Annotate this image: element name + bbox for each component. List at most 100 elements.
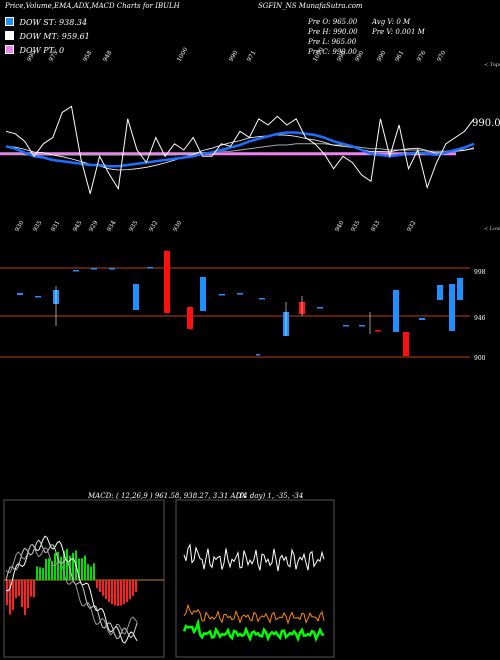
minus-di-line: [182, 618, 325, 643]
macd-title: MACD:: [88, 492, 114, 500]
bottom-value-label: 930: [172, 219, 184, 233]
plus-di-line: [183, 603, 325, 625]
top-value-label: 990: [376, 49, 388, 63]
macd-histogram-bar: [18, 580, 20, 597]
legend-swatch-st: [5, 17, 14, 26]
top-value-label: 1020: [312, 46, 326, 63]
macd-histogram-bar: [39, 567, 41, 580]
macd-histogram-bar: [105, 580, 107, 600]
macd-histogram-bar: [126, 580, 128, 603]
candle: [91, 268, 97, 270]
top-value-label: 958: [82, 49, 94, 63]
macd-histogram-bar: [114, 580, 116, 606]
candle-axis-label: 900: [474, 355, 486, 362]
top-value-label: 990: [228, 49, 240, 63]
macd-histogram-bar: [57, 551, 59, 580]
top-value-label: 976: [416, 49, 428, 63]
info-avg-volume: Avg V: 0 M: [372, 18, 411, 26]
candle: [449, 284, 455, 331]
candle: [393, 290, 399, 332]
chart-symbol: SGFIN_NS MunafaSutra.com: [258, 2, 363, 10]
legend-dow-st: DOW ST: 938.34: [5, 17, 87, 29]
bottom-value-label: 932: [406, 219, 418, 233]
macd-histogram-bar: [123, 580, 125, 605]
macd-histogram-bar: [93, 563, 95, 580]
candle: [259, 298, 265, 300]
macd-histogram-bar: [9, 580, 11, 615]
macd-histogram-bar: [45, 558, 47, 580]
bottom-value-label: 935: [128, 219, 140, 233]
top-value-label: 970: [436, 49, 448, 63]
legend-label-mt: DOW MT: 959.61: [19, 32, 90, 41]
macd-histogram-bar: [42, 568, 44, 580]
info-prev-close: Pre C: 990.00: [308, 48, 357, 56]
macd-histogram-bar: [78, 558, 80, 580]
macd-histogram-bar: [6, 580, 8, 605]
macd-histogram-bar: [12, 580, 14, 611]
macd-histogram-bar: [24, 580, 26, 615]
symbol-text: SGFIN_NS: [258, 2, 297, 10]
candle: [237, 293, 243, 295]
macd-extra-line: [5, 544, 138, 636]
info-prev-low: Pre L: 965.00: [308, 38, 357, 46]
legend-dow-pt: DOW PT: 0: [5, 45, 64, 57]
candle: [17, 293, 23, 295]
macd-histogram-bar: [90, 566, 92, 580]
candle: [403, 332, 409, 356]
adx-values: (14 day) 1, -35, -34: [236, 492, 304, 500]
top-value-label: 1000: [176, 46, 190, 63]
bottom-value-label: 929: [88, 219, 100, 233]
macd-values: ( 12,26,9 ) 961.58, 938.27, 3.31 ADX: [116, 492, 247, 500]
price-line: [5, 105, 475, 194]
info-prev-volume: Pre V: 0.001 M: [372, 28, 425, 36]
top-value-label: 948: [102, 49, 114, 63]
macd-histogram-bar: [132, 580, 134, 596]
info-prev-high: Pre H: 990.00: [308, 28, 358, 36]
legend-dow-mt: DOW MT: 959.61: [5, 31, 90, 43]
macd-histogram-bar: [135, 580, 137, 593]
ema-long-line: [6, 143, 475, 156]
candle: [317, 307, 323, 309]
candle: [219, 294, 225, 296]
macd-histogram-bar: [21, 580, 23, 608]
candle-axis-label: 946: [474, 315, 486, 322]
bottom-value-label: 935: [32, 219, 44, 233]
bottom-value-label: 932: [148, 219, 160, 233]
adx-panel: [175, 499, 335, 658]
candle: [133, 284, 139, 310]
candle: [375, 330, 381, 332]
candle: [343, 325, 349, 327]
candle: [164, 251, 170, 313]
top-value-label: 990: [336, 49, 348, 63]
macd-histogram-bar: [54, 553, 56, 580]
macd-histogram-bar: [81, 558, 83, 580]
top-value-label: 971: [246, 50, 258, 63]
candle: [437, 285, 443, 300]
macd-histogram-bar: [66, 549, 68, 580]
macd-histogram-bar: [117, 580, 119, 606]
info-prev-open: Pre O: 965.00: [308, 18, 358, 26]
macd-histogram-bar: [72, 552, 74, 580]
macd-histogram-bar: [30, 580, 32, 597]
macd-histogram-bar: [51, 561, 53, 580]
current-price-label: 990.00: [472, 118, 500, 129]
candle: [35, 296, 41, 298]
candle: [256, 354, 260, 356]
legend-swatch-mt: [5, 31, 14, 40]
macd-histogram-bar: [27, 580, 29, 609]
macd-histogram-bar: [111, 580, 113, 605]
top-value-label: 975: [48, 49, 60, 63]
macd-histogram-bar: [129, 580, 131, 600]
ema-mid-line: [5, 134, 475, 171]
macd-histogram-bar: [36, 566, 38, 580]
macd-histogram-bar: [99, 580, 101, 593]
tops-label: < Tops: [484, 62, 500, 68]
bottom-value-label: 934: [106, 219, 118, 233]
macd-histogram-bar: [84, 555, 86, 580]
ema-short-line: [5, 131, 475, 168]
bottom-value-label: 940: [334, 219, 346, 233]
macd-histogram-bar: [108, 580, 110, 603]
site-text: MunafaSutra.com: [298, 2, 363, 10]
macd-histogram-bar: [102, 580, 104, 596]
